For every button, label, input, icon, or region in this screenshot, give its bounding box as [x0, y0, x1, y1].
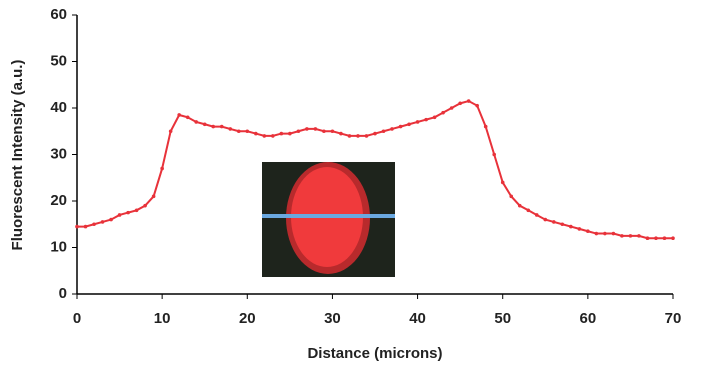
y-tick-label: 30 [50, 145, 67, 162]
data-point [509, 195, 513, 199]
data-point [467, 99, 471, 103]
data-point [177, 113, 181, 117]
data-point [552, 220, 556, 224]
data-point [612, 232, 616, 236]
data-point [160, 167, 164, 171]
data-point [92, 222, 96, 226]
data-point [535, 213, 539, 217]
x-tick-label: 70 [665, 310, 682, 327]
x-tick-label: 30 [324, 310, 341, 327]
data-point [237, 129, 241, 133]
data-point [118, 213, 122, 217]
data-point [101, 220, 105, 224]
data-point [109, 218, 113, 222]
data-point [373, 132, 377, 136]
data-point [663, 236, 667, 240]
data-point [314, 127, 318, 131]
x-tick-label: 20 [239, 310, 256, 327]
data-point [126, 211, 130, 215]
data-point [501, 181, 505, 185]
data-point [518, 204, 522, 208]
data-point [637, 234, 641, 238]
data-point [543, 218, 547, 222]
y-tick-label: 0 [59, 285, 67, 302]
data-point [450, 106, 454, 110]
data-point [245, 129, 249, 133]
data-point [399, 125, 403, 129]
data-point [654, 236, 658, 240]
data-point [203, 122, 207, 126]
data-point [211, 125, 215, 129]
x-axis-label: Distance (microns) [307, 345, 442, 362]
chart: Fluorescent Intensity (a.u.) Distance (m… [0, 0, 701, 369]
data-point [620, 234, 624, 238]
data-point [629, 234, 633, 238]
data-point [152, 195, 156, 199]
y-tick-label: 60 [50, 6, 67, 23]
data-point [475, 104, 479, 108]
data-point [348, 134, 352, 138]
data-point [416, 120, 420, 124]
y-tick-label: 20 [50, 192, 67, 209]
data-point [595, 232, 599, 236]
data-point [254, 132, 258, 136]
data-point [331, 129, 335, 133]
data-point [228, 127, 232, 131]
data-point [288, 132, 292, 136]
data-point [578, 227, 582, 231]
y-tick-label: 10 [50, 238, 67, 255]
x-tick-label: 0 [73, 310, 81, 327]
data-point [194, 120, 198, 124]
data-point [441, 111, 445, 115]
data-point [390, 127, 394, 131]
data-point [280, 132, 284, 136]
data-point [671, 236, 675, 240]
data-point [220, 125, 224, 129]
inset-image [262, 162, 395, 277]
data-point [84, 225, 88, 229]
data-point [424, 118, 428, 122]
data-point [492, 153, 496, 157]
y-tick-label: 50 [50, 52, 67, 69]
x-tick-label: 50 [494, 310, 511, 327]
data-point [169, 129, 173, 133]
data-point [646, 236, 650, 240]
data-point [356, 134, 360, 138]
data-point [186, 116, 190, 120]
data-point [297, 129, 301, 133]
data-point [458, 102, 462, 106]
data-point [407, 122, 411, 126]
data-point [339, 132, 343, 136]
data-point [526, 209, 530, 213]
data-point [603, 232, 607, 236]
data-point [586, 229, 590, 233]
data-point [263, 134, 267, 138]
data-point [484, 125, 488, 129]
data-point [322, 129, 326, 133]
data-point [433, 116, 437, 120]
data-point [382, 129, 386, 133]
data-point [143, 204, 147, 208]
data-point [365, 134, 369, 138]
data-point [271, 134, 275, 138]
data-point [135, 209, 139, 213]
data-point [569, 225, 573, 229]
x-tick-label: 10 [154, 310, 171, 327]
y-axis-label: Fluorescent Intensity (a.u.) [9, 60, 26, 251]
x-tick-label: 40 [409, 310, 426, 327]
x-tick-label: 60 [580, 310, 597, 327]
y-tick-label: 40 [50, 99, 67, 116]
data-point [305, 127, 309, 131]
data-point [561, 222, 565, 226]
data-point [75, 225, 79, 229]
